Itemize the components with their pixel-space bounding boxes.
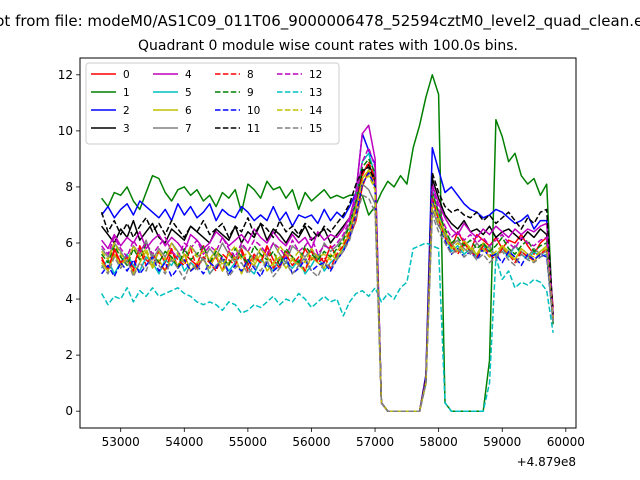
- legend-label-10: 10: [247, 105, 260, 117]
- chart-suptitle: Plot from file: modeM0/AS1C09_011T06_900…: [0, 12, 640, 31]
- legend-label-2: 2: [123, 105, 130, 117]
- x-tick-label: 59000: [483, 435, 521, 449]
- x-tick-label: 58000: [420, 435, 458, 449]
- y-axis: 0 2 4 6 8 10 12: [58, 68, 80, 418]
- series-line-3: [101, 163, 554, 412]
- legend-label-4: 4: [185, 69, 192, 81]
- legend-box: [85, 62, 340, 145]
- series-line-15: [101, 194, 554, 412]
- x-axis: 53000 54000 55000 56000 57000 58000 59000 60000: [102, 428, 585, 449]
- y-tick-label: 2: [65, 348, 73, 362]
- series-line-13: [100, 242, 554, 412]
- y-tick-label: 4: [65, 292, 73, 306]
- x-tick-label: 57000: [356, 435, 394, 449]
- legend-label-7: 7: [185, 123, 192, 135]
- series-line-11: [100, 166, 554, 412]
- series-line-8: [101, 160, 554, 412]
- legend-label-6: 6: [185, 105, 192, 117]
- x-tick-label: 56000: [292, 435, 330, 449]
- chart-title: Quadrant 0 module wise count rates with …: [138, 38, 518, 54]
- legend-label-1: 1: [123, 87, 130, 99]
- x-tick-label: 54000: [165, 435, 203, 449]
- series-line-9: [101, 158, 554, 412]
- y-tick-label: 12: [58, 68, 73, 82]
- legend-label-11: 11: [247, 123, 260, 135]
- legend-label-3: 3: [123, 123, 130, 135]
- y-tick-label: 0: [65, 404, 73, 418]
- legend-label-0: 0: [123, 69, 130, 81]
- series-line-6: [101, 169, 554, 412]
- legend-label-9: 9: [247, 87, 254, 99]
- legend-label-8: 8: [247, 69, 254, 81]
- x-tick-label: 53000: [102, 435, 140, 449]
- legend-label-13: 13: [309, 87, 322, 99]
- legend-label-15: 15: [309, 123, 322, 135]
- series-line-0: [100, 169, 554, 412]
- legend-label-12: 12: [309, 69, 322, 81]
- legend-label-5: 5: [185, 87, 192, 99]
- series-line-2: [101, 132, 554, 412]
- series-line-1: [101, 74, 554, 412]
- x-offset-label: +4.879e8: [517, 455, 576, 469]
- series-line-10: [101, 172, 554, 412]
- series-line-4: [101, 124, 554, 412]
- x-tick-label: 60000: [547, 435, 585, 449]
- y-tick-label: 8: [65, 180, 73, 194]
- x-tick-label: 55000: [229, 435, 267, 449]
- y-tick-label: 10: [58, 124, 73, 138]
- series-line-14: [101, 174, 554, 412]
- series-line-5: [101, 152, 554, 412]
- series-line-12: [101, 146, 554, 412]
- y-tick-label: 6: [65, 236, 73, 250]
- legend-label-14: 14: [309, 105, 323, 117]
- series-layer: [100, 74, 554, 412]
